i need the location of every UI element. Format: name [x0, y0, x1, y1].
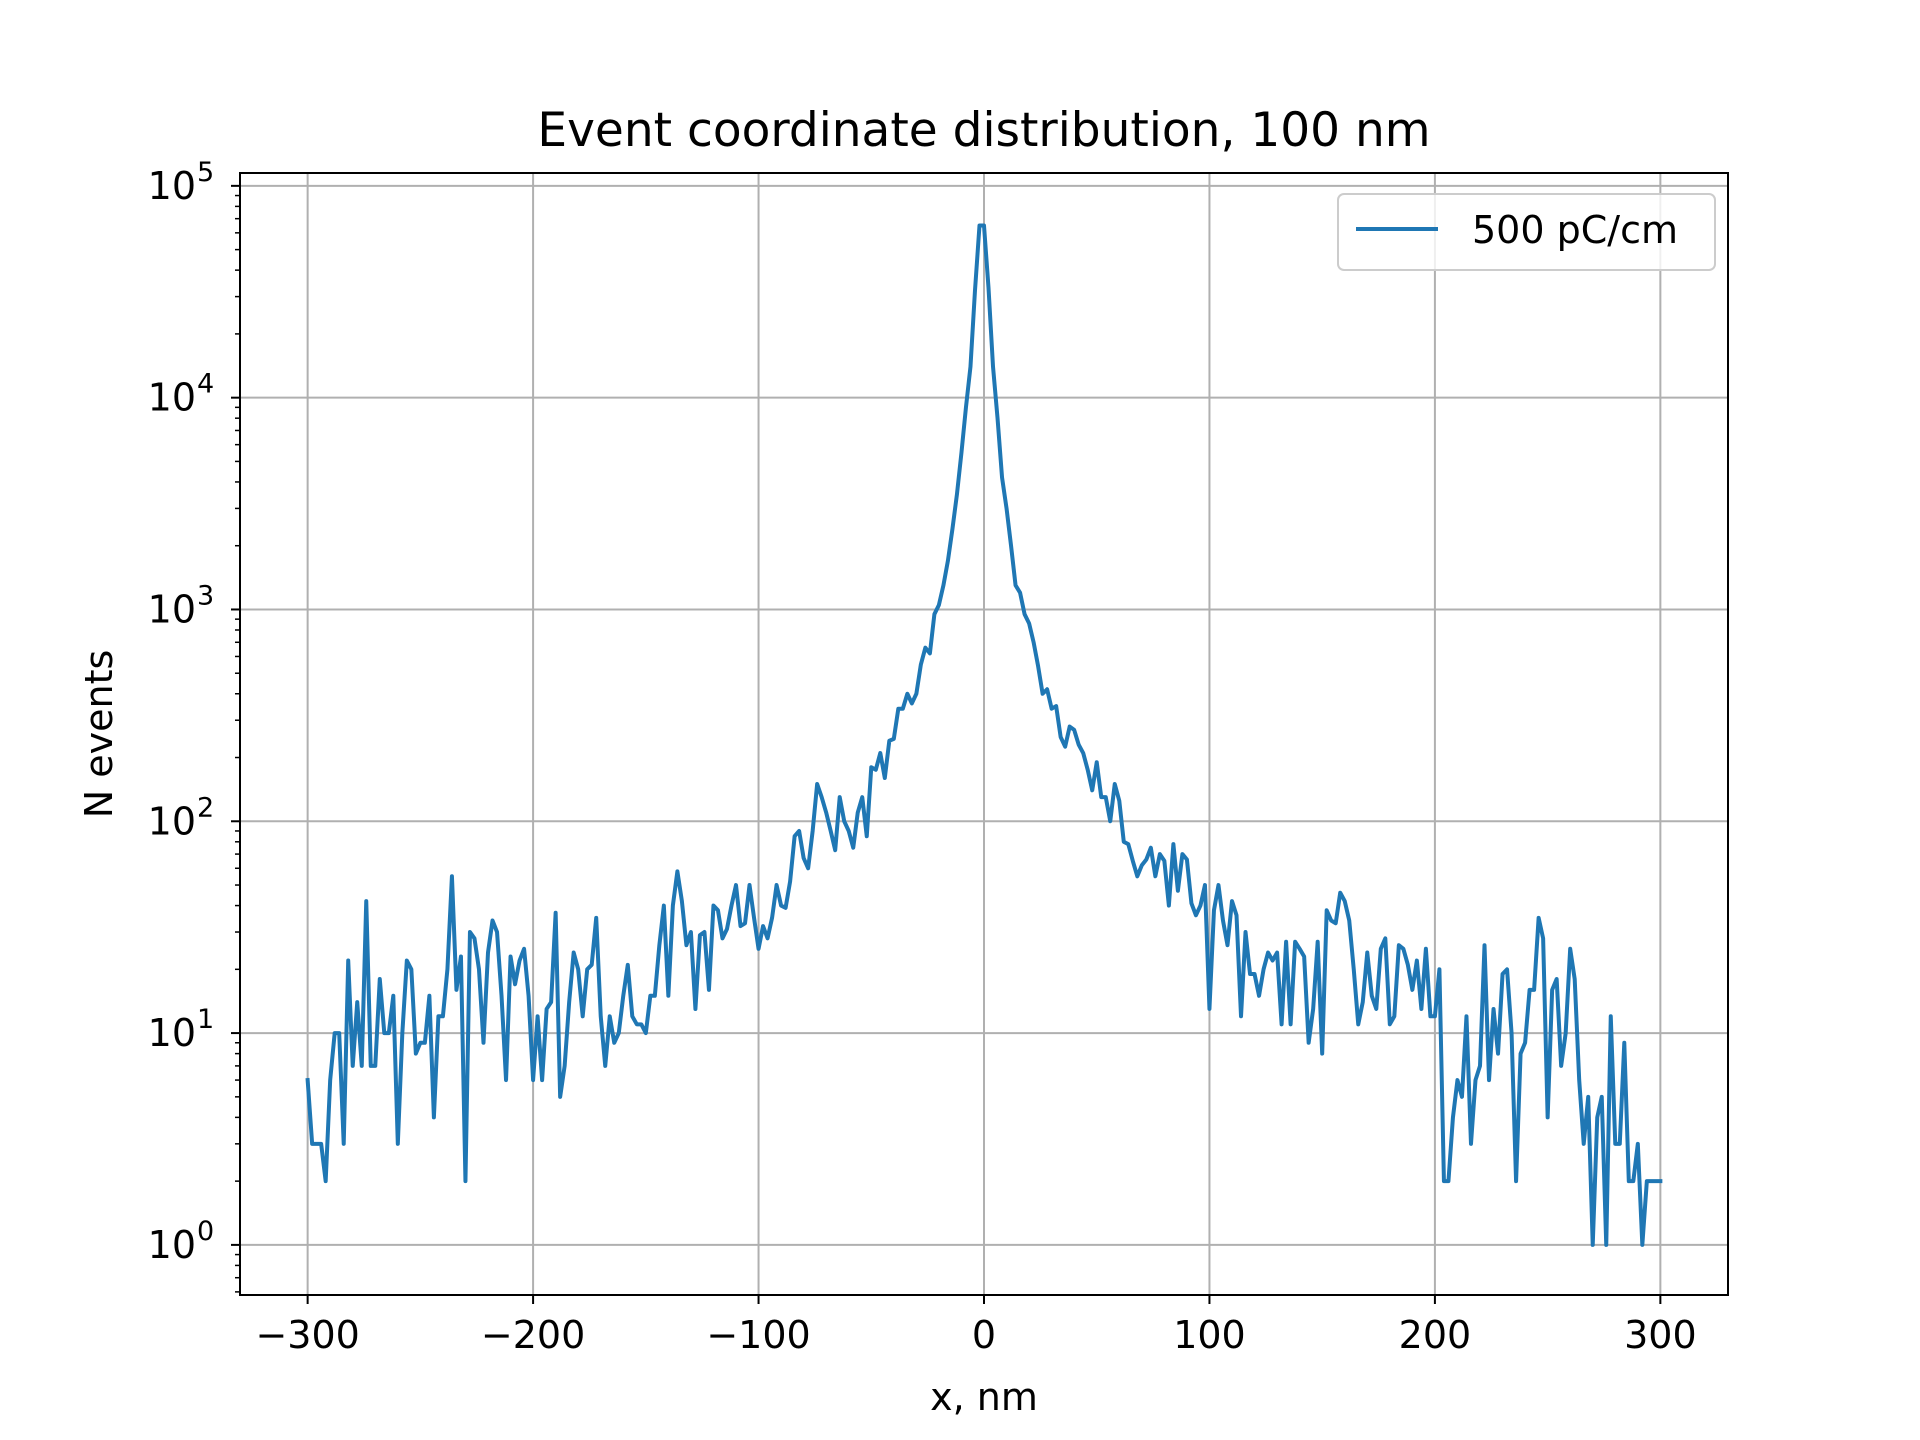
x-tick-label: 200: [1399, 1313, 1472, 1357]
x-tick-label: 0: [972, 1313, 996, 1357]
y-tick-label-exponent: 0: [197, 1216, 214, 1247]
x-axis-label: x, nm: [930, 1375, 1038, 1419]
series-line: [305, 223, 1663, 1247]
legend-series-label: 500 pC/cm: [1472, 208, 1678, 252]
y-tick-label: 10: [148, 164, 196, 208]
y-tick-label-exponent: 3: [197, 580, 214, 611]
x-tick-label: −100: [706, 1313, 810, 1357]
grid: [240, 173, 1728, 1295]
y-tick-label: 10: [148, 799, 196, 843]
legend-box: [1337, 193, 1716, 271]
y-axis-label: N events: [77, 650, 121, 819]
y-tick-label: 10: [148, 1011, 196, 1055]
y-tick-label-exponent: 1: [197, 1004, 214, 1035]
legend: 500 pC/cm: [1337, 193, 1716, 271]
y-tick-label-exponent: 5: [197, 157, 214, 188]
x-tick-label: −300: [255, 1313, 359, 1357]
y-tick-label-exponent: 2: [197, 792, 214, 823]
data-series: [305, 223, 1663, 1247]
chart-title: Event coordinate distribution, 100 nm: [537, 103, 1430, 158]
y-tick-label: 10: [148, 587, 196, 631]
y-tick-label: 10: [148, 1223, 196, 1267]
y-tick-label: 10: [148, 376, 196, 420]
x-tick-label: −200: [481, 1313, 585, 1357]
y-tick-label-exponent: 4: [197, 369, 214, 400]
x-tick-label: 300: [1624, 1313, 1697, 1357]
x-tick-label: 100: [1173, 1313, 1246, 1357]
